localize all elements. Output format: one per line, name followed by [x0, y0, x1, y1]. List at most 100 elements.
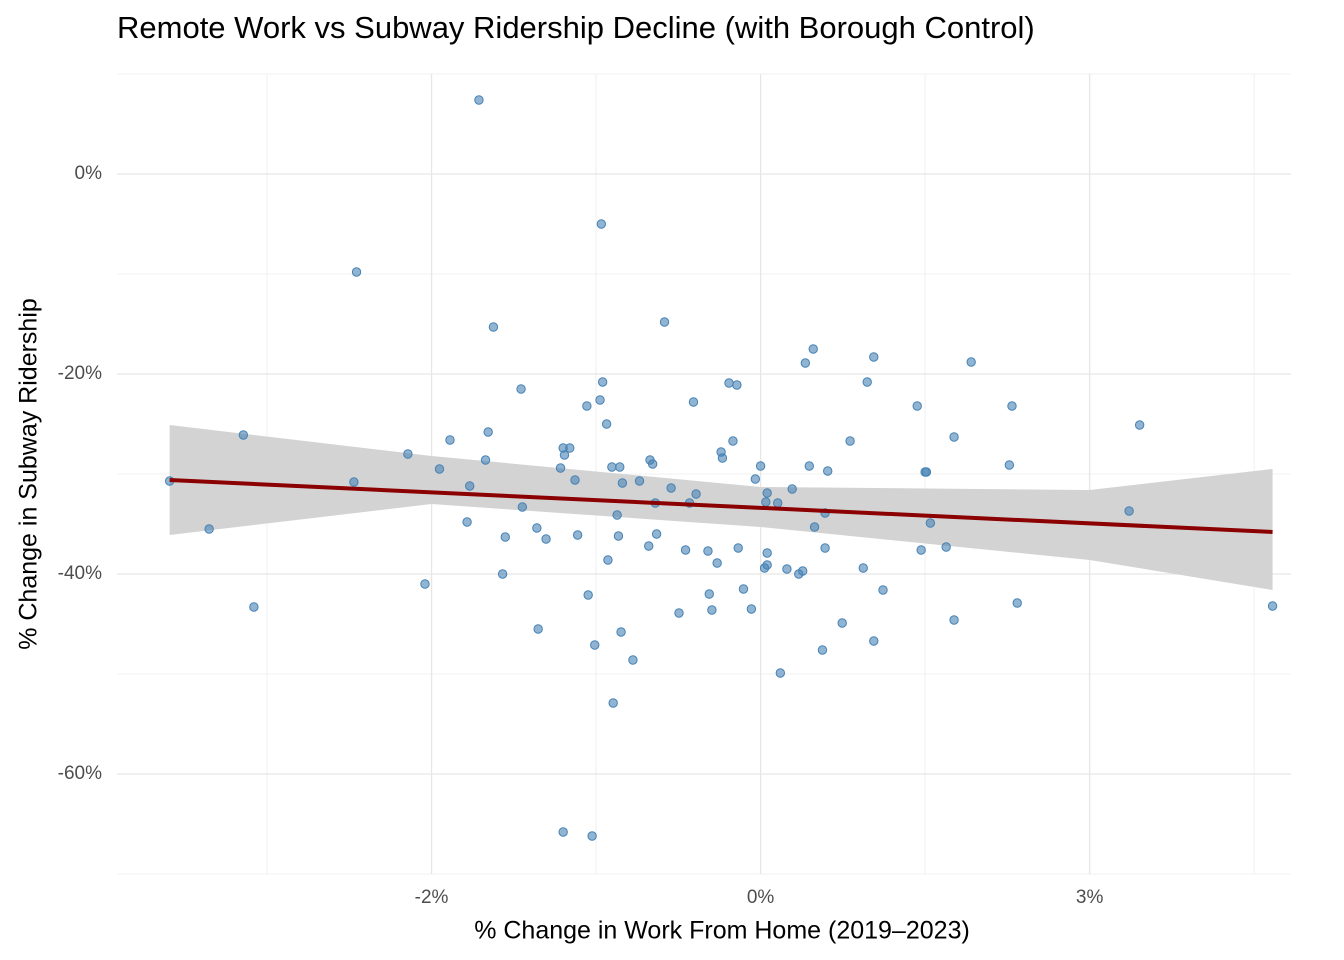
point: [755, 461, 766, 471]
y-tick-label: 0%: [75, 163, 103, 184]
point: [949, 432, 959, 442]
point: [1267, 601, 1278, 611]
point: [949, 615, 959, 625]
point: [674, 608, 684, 618]
point: [533, 624, 543, 634]
point: [249, 602, 259, 612]
point: [845, 436, 855, 446]
point: [746, 604, 757, 614]
point: [651, 529, 662, 539]
point: [558, 827, 568, 837]
y-tick-label: -40%: [58, 563, 102, 584]
point: [500, 532, 510, 542]
point: [704, 589, 714, 599]
point: [738, 584, 749, 594]
point: [587, 831, 597, 841]
point: [434, 464, 445, 474]
point: [541, 534, 551, 544]
point: [647, 459, 658, 469]
point: [820, 543, 830, 553]
point: [601, 419, 612, 429]
point: [488, 322, 499, 332]
point: [565, 443, 575, 453]
point: [794, 569, 804, 579]
point: [728, 436, 738, 446]
point: [916, 545, 926, 555]
point: [517, 502, 528, 512]
point: [474, 95, 484, 105]
point: [804, 461, 814, 471]
point: [809, 522, 820, 532]
y-axis-title: % Change in Subway Ridership: [15, 298, 43, 650]
point: [572, 530, 583, 540]
point: [583, 590, 593, 600]
point: [445, 435, 455, 445]
point: [480, 455, 491, 465]
point: [762, 548, 772, 558]
point: [732, 380, 742, 390]
point: [733, 543, 743, 553]
point: [703, 546, 713, 556]
point: [462, 517, 472, 527]
point: [608, 698, 618, 708]
point: [582, 401, 592, 411]
x-tick-label: 0%: [747, 887, 775, 908]
point: [617, 478, 628, 488]
point: [1134, 420, 1145, 430]
x-tick-label: 3%: [1076, 887, 1104, 908]
point: [570, 475, 580, 485]
point: [762, 488, 772, 498]
point: [761, 497, 771, 507]
point: [1007, 401, 1017, 411]
point: [349, 477, 359, 487]
point: [817, 645, 828, 655]
point: [597, 377, 608, 387]
point: [691, 489, 701, 499]
point: [559, 450, 570, 460]
point: [775, 668, 786, 678]
point: [590, 640, 600, 650]
point: [941, 542, 951, 552]
point: [800, 358, 811, 368]
point: [759, 563, 770, 573]
point: [516, 384, 526, 394]
point: [869, 352, 879, 362]
point: [688, 397, 699, 407]
x-axis-title: % Change in Work From Home (2019–2023): [474, 917, 970, 945]
point: [612, 510, 622, 520]
point: [869, 636, 879, 646]
point: [666, 483, 676, 493]
point: [858, 563, 868, 573]
point: [204, 524, 214, 534]
point: [403, 449, 413, 459]
point: [878, 585, 888, 595]
point: [1012, 598, 1022, 608]
point: [532, 523, 542, 533]
point: [644, 541, 654, 551]
point: [808, 344, 818, 354]
point: [238, 430, 249, 440]
point: [465, 481, 475, 491]
point: [787, 484, 797, 494]
regression-line: [169, 478, 1273, 534]
point: [607, 462, 617, 472]
point: [724, 378, 734, 388]
y-tick-label: -60%: [58, 763, 102, 784]
point: [750, 474, 761, 484]
point: [1124, 506, 1134, 516]
point: [497, 569, 508, 579]
point: [921, 467, 932, 477]
y-tick-label: -20%: [58, 363, 102, 384]
point: [707, 605, 717, 615]
point: [823, 466, 833, 476]
point: [613, 531, 624, 541]
point: [837, 618, 847, 628]
point: [912, 401, 922, 411]
point: [628, 655, 638, 665]
point: [773, 498, 783, 508]
point: [615, 462, 625, 472]
point: [616, 627, 626, 637]
point: [596, 219, 607, 229]
